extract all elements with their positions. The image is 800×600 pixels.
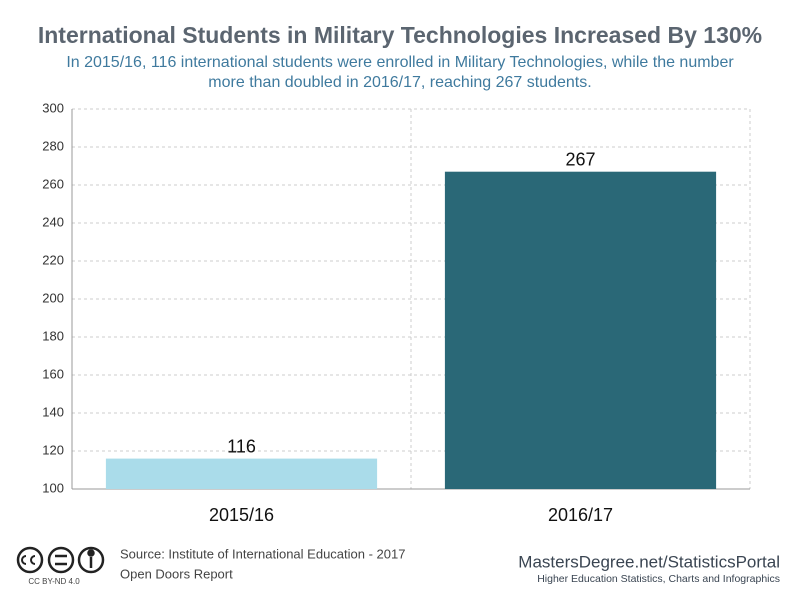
source: Source: Institute of International Educa…	[120, 546, 405, 561]
source: Open Doors Report	[120, 566, 233, 581]
x-tick-label: 2016/17	[548, 505, 613, 525]
chart-title: International Students in Military Techn…	[38, 22, 762, 48]
license-icons	[16, 546, 105, 574]
bar	[444, 171, 717, 489]
y-tick-label: 280	[42, 138, 64, 153]
y-tick-label: 300	[42, 100, 64, 115]
y-tick-label: 180	[42, 328, 64, 343]
value-label: 116	[227, 436, 256, 456]
y-tick-label: 100	[42, 480, 64, 495]
license: CC BY-ND 4.0	[28, 577, 80, 586]
y-tick-label: 220	[42, 252, 64, 267]
chart-subtitle: In 2015/16, 116 international students w…	[66, 54, 734, 71]
y-tick-label: 240	[42, 214, 64, 229]
x-tick-label: 2015/16	[209, 505, 274, 525]
y-tick-label: 120	[42, 442, 64, 457]
bar	[105, 458, 378, 489]
chart-subtitle: more than doubled in 2016/17, reaching 2…	[208, 74, 591, 91]
tagline: Higher Education Statistics, Charts and …	[537, 573, 780, 585]
y-tick-label: 140	[42, 404, 64, 419]
y-tick-label: 260	[42, 176, 64, 191]
y-tick-label: 160	[42, 366, 64, 381]
value-label: 267	[565, 149, 595, 169]
y-tick-label: 200	[42, 290, 64, 305]
brand: MastersDegree.net/StatisticsPortal	[518, 552, 780, 571]
